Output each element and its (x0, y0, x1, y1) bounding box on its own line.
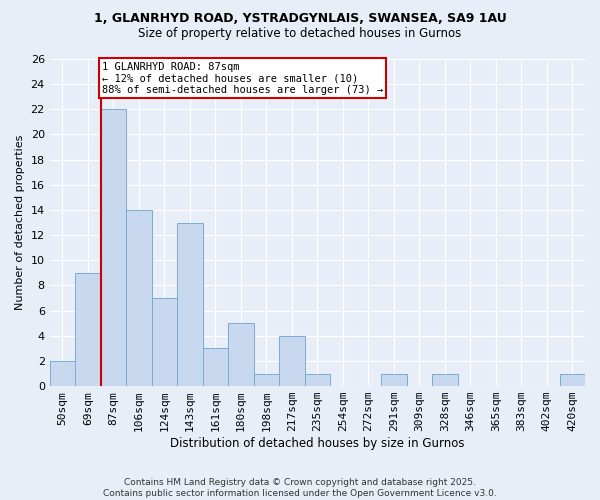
X-axis label: Distribution of detached houses by size in Gurnos: Distribution of detached houses by size … (170, 437, 464, 450)
Text: 1 GLANRHYD ROAD: 87sqm
← 12% of detached houses are smaller (10)
88% of semi-det: 1 GLANRHYD ROAD: 87sqm ← 12% of detached… (102, 62, 383, 94)
Bar (279, 336, 305, 386)
Bar (152, 298, 177, 386)
Bar (50, 361, 75, 386)
Bar (381, 374, 407, 386)
Bar (432, 374, 458, 386)
Text: 1, GLANRHYD ROAD, YSTRADGYNLAIS, SWANSEA, SA9 1AU: 1, GLANRHYD ROAD, YSTRADGYNLAIS, SWANSEA… (94, 12, 506, 26)
Bar (101, 110, 126, 386)
Y-axis label: Number of detached properties: Number of detached properties (15, 135, 25, 310)
Bar (126, 210, 152, 386)
Text: Size of property relative to detached houses in Gurnos: Size of property relative to detached ho… (139, 28, 461, 40)
Bar (560, 374, 585, 386)
Bar (228, 323, 254, 386)
Bar (203, 348, 228, 386)
Bar (75, 273, 101, 386)
Bar (305, 374, 330, 386)
Bar (254, 374, 279, 386)
Text: Contains HM Land Registry data © Crown copyright and database right 2025.
Contai: Contains HM Land Registry data © Crown c… (103, 478, 497, 498)
Bar (177, 222, 203, 386)
